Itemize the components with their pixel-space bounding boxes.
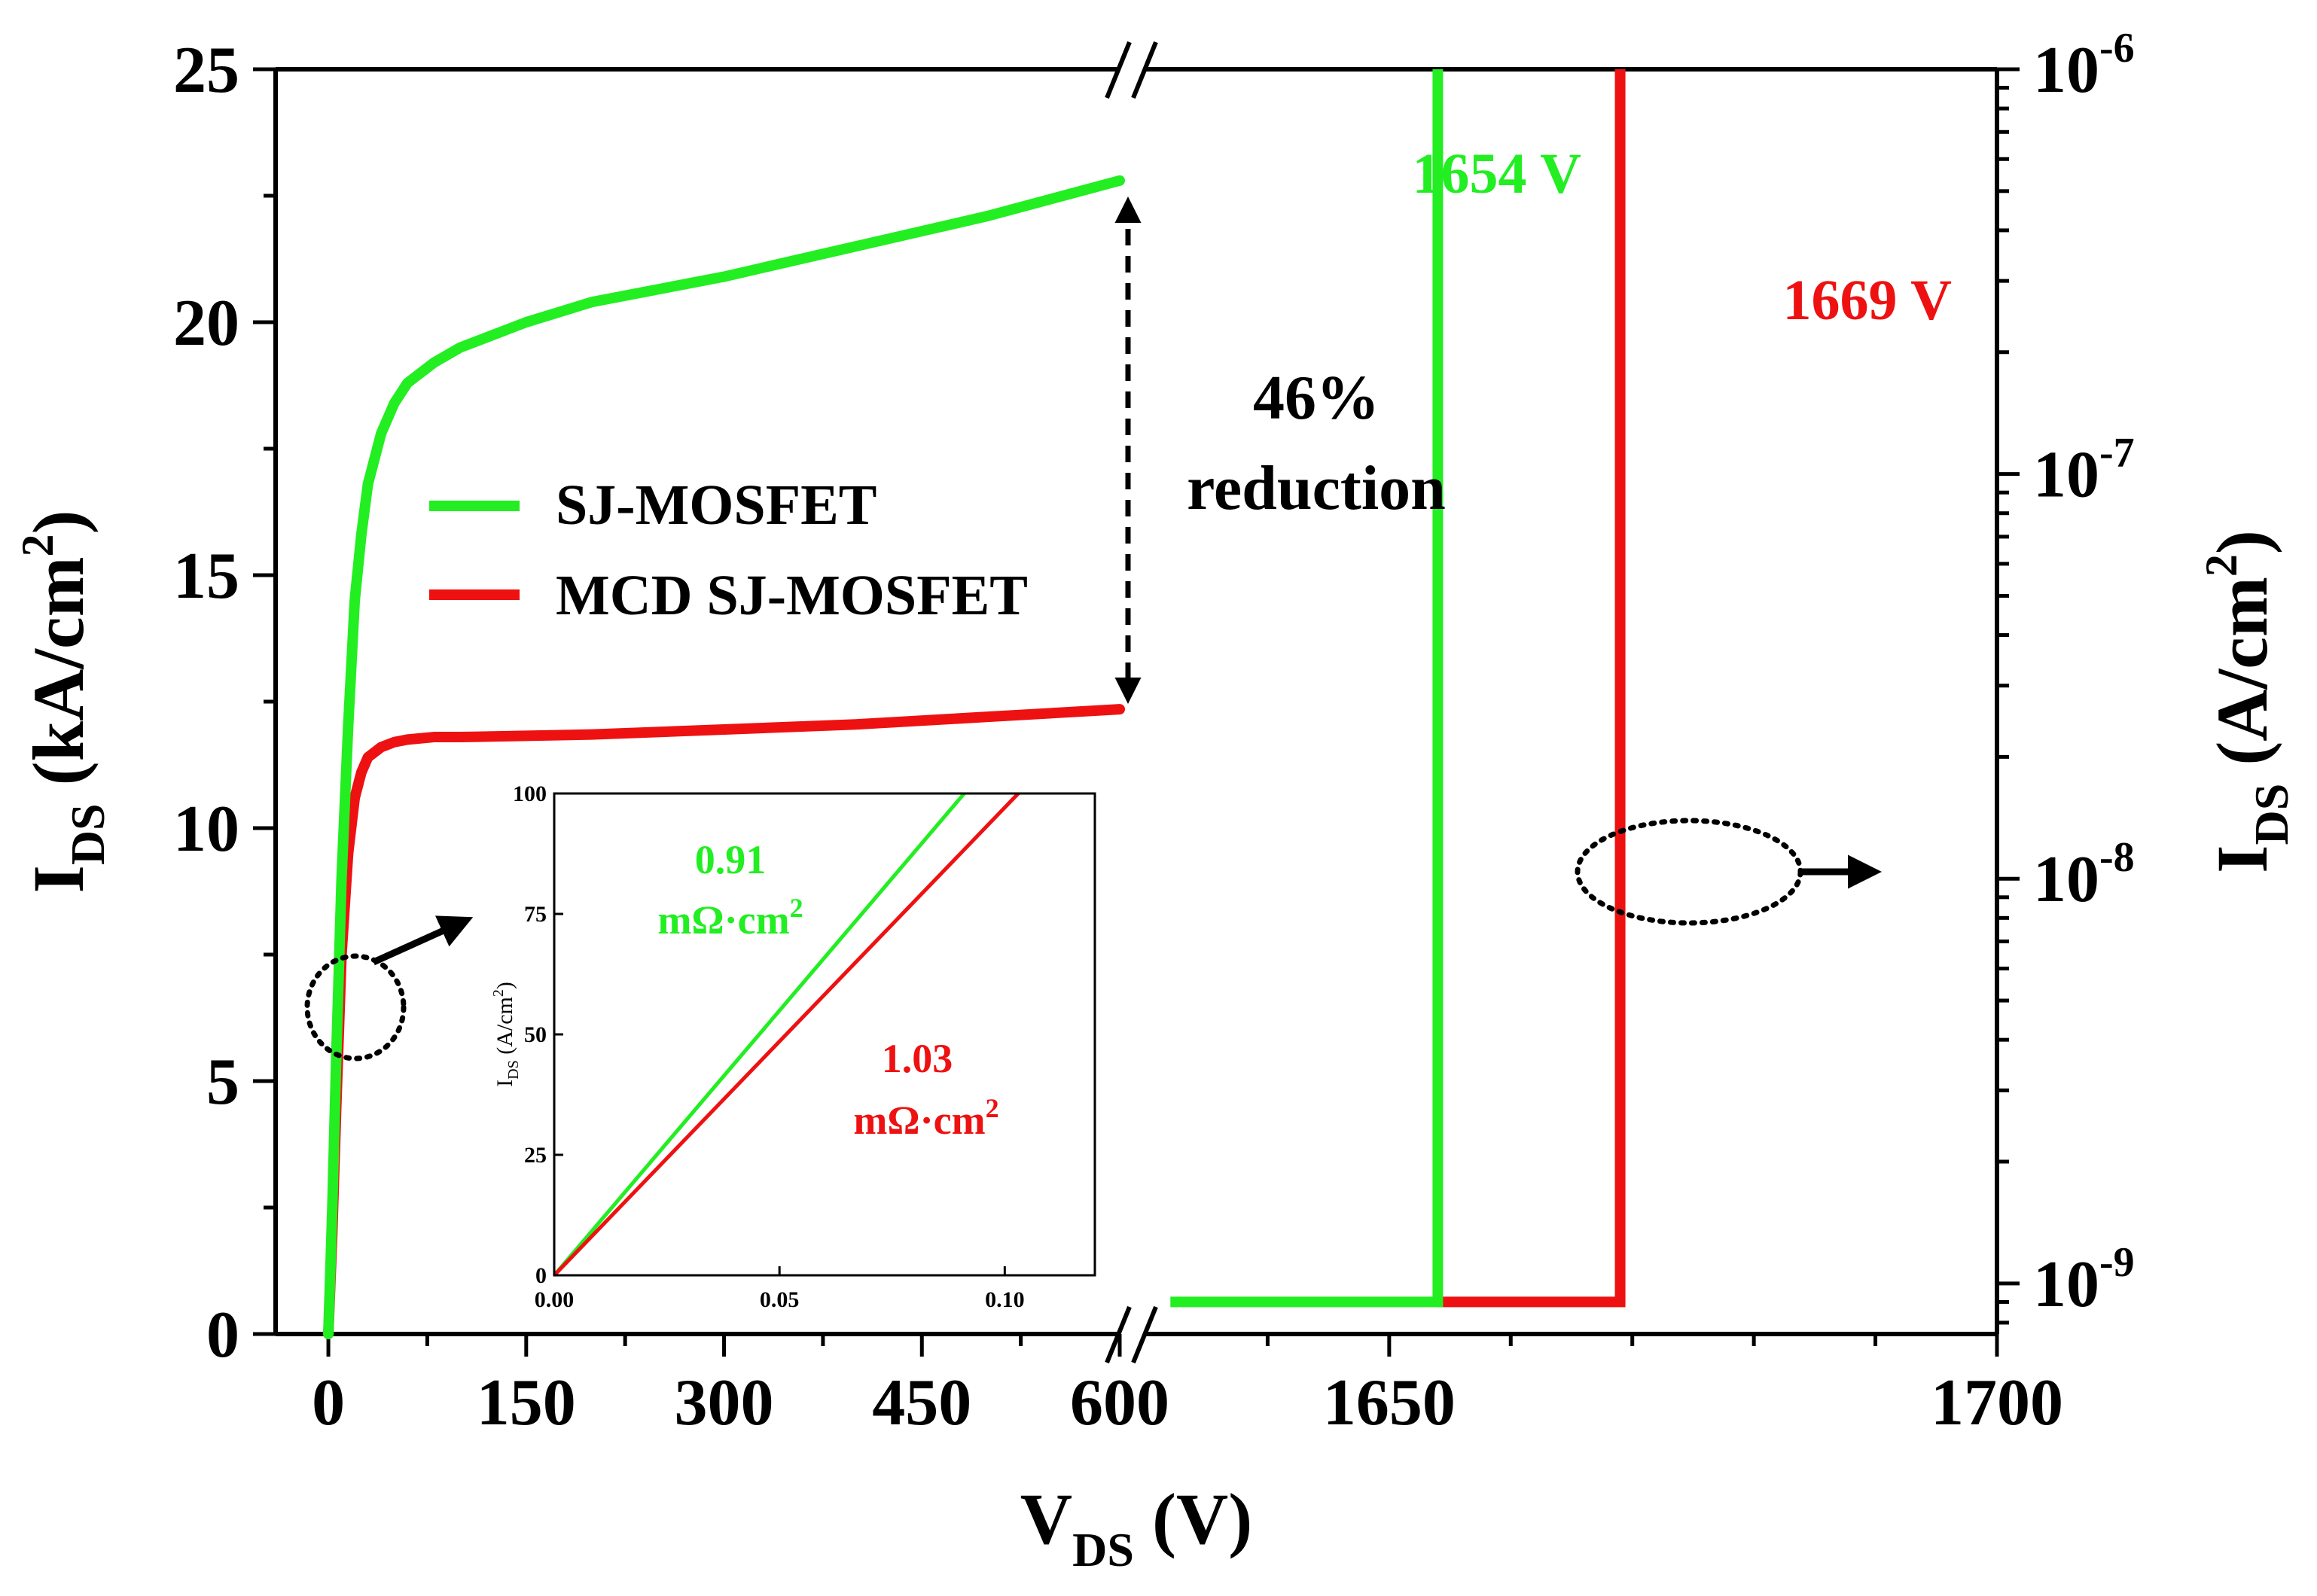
y-right-axis-title: IDS (A/cm2) <box>2197 530 2298 873</box>
y-left-tick-label: 5 <box>206 1046 239 1119</box>
inset-mcd-value: 1.03 <box>882 1036 953 1081</box>
inset-series-mcd-sj-mosfet <box>553 792 1020 1277</box>
series-forward-sj-mosfet <box>323 175 1125 1339</box>
reduction-word: reduction <box>1187 453 1446 523</box>
forward-region-ellipse <box>304 953 407 1061</box>
inset-y-tick-label: 75 <box>524 902 547 927</box>
axis-break-mark <box>1131 41 1158 99</box>
x-tick-label: 150 <box>477 1366 576 1439</box>
legend-label-sj-mosfet: SJ-MOSFET <box>556 474 877 537</box>
inset-y-tick-label: 50 <box>524 1022 547 1047</box>
x-tick-label: 1700 <box>1931 1366 2063 1439</box>
y-left-tick-label: 0 <box>206 1299 239 1372</box>
legend: SJ-MOSFET MCD SJ-MOSFET <box>429 474 1028 627</box>
inset-x-tick-label: 0.05 <box>760 1287 800 1312</box>
series-breakdown-mcd-sj-mosfet <box>1437 69 1626 1308</box>
y-right-tick-label: 10-9 <box>2033 1239 2135 1321</box>
legend-label-mcd-sj-mosfet: MCD SJ-MOSFET <box>556 564 1028 627</box>
series-layer <box>323 69 1626 1339</box>
x-tick-label: 0 <box>312 1366 345 1439</box>
inset-background <box>554 793 1095 1275</box>
inset-mcd-unit: mΩ·cm2 <box>853 1093 998 1143</box>
inset-sj-value: 0.91 <box>695 837 767 882</box>
inset-layer: 0.00 0.05 0.10 0 25 50 75 100 <box>513 781 1025 1312</box>
y-left-tick-label: 20 <box>173 287 239 360</box>
inset-y-tick-label: 100 <box>513 781 547 806</box>
breakdown-label-sj: 1654 V <box>1412 142 1581 206</box>
y-left-tick-label: 15 <box>173 540 239 613</box>
y-right-tick-label: 10-7 <box>2033 430 2135 512</box>
inset-series-sj-mosfet <box>553 792 966 1277</box>
axis-break-mark <box>1105 41 1132 99</box>
x-tick-label: 450 <box>872 1366 971 1439</box>
inset-sj-unit: mΩ·cm2 <box>657 893 803 943</box>
series-breakdown-sj-mosfet <box>1170 69 1444 1308</box>
y-right-tick-label: 10-6 <box>2033 25 2135 107</box>
x-tick-label: 300 <box>675 1366 774 1439</box>
inset-y-axis-title: IDS (A/cm2) <box>490 982 522 1087</box>
y-right-tick-label: 10-8 <box>2033 834 2135 916</box>
inset-y-tick-label: 25 <box>524 1143 547 1168</box>
inset-y-tick-label: 0 <box>535 1263 547 1288</box>
inset-x-tick-label: 0.10 <box>985 1287 1025 1312</box>
ticks-layer: 0 5 10 15 20 25 10-6 10-7 10-8 10-9 0 150 300 450 600 1… <box>173 25 2135 1439</box>
axis-break-mark <box>1131 1305 1158 1364</box>
inset-x-tick-label: 0.00 <box>535 1287 575 1312</box>
inset-pointer-arrow <box>372 915 474 966</box>
inset-frame <box>553 792 1096 1277</box>
y-left-tick-label: 25 <box>173 34 239 107</box>
x-tick-label: 1650 <box>1323 1366 1456 1439</box>
x-axis-title: VDS (V) <box>1020 1479 1252 1576</box>
breakdown-label-mcd: 1669 V <box>1782 269 1952 332</box>
y-left-tick-label: 10 <box>173 793 239 866</box>
breakdown-region-ellipse <box>1575 818 1803 926</box>
y-left-axis-title: IDS (kA/cm2) <box>13 510 114 893</box>
x-tick-label: 600 <box>1070 1366 1169 1439</box>
reduction-percent: 46% <box>1253 363 1380 433</box>
